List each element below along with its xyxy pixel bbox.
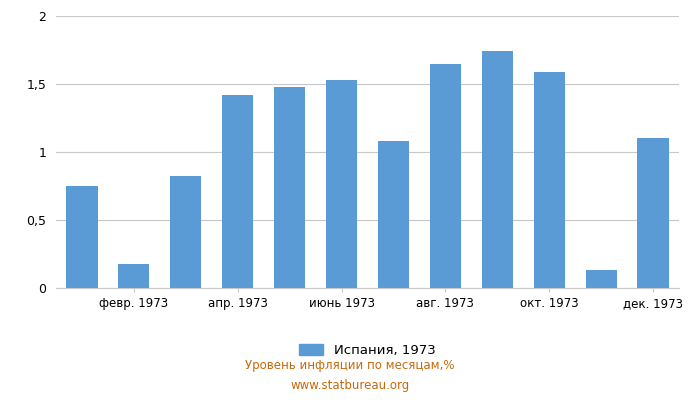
Legend: Испания, 1973: Испания, 1973 [300,344,435,357]
Bar [170,176,202,288]
Bar [430,64,461,288]
Bar [326,80,357,288]
Bar [118,264,150,288]
Bar [638,138,668,288]
Bar [378,141,409,288]
Bar [222,95,253,288]
Bar [66,186,97,288]
Bar [533,72,565,288]
Bar [274,87,305,288]
Bar [482,51,513,288]
Text: www.statbureau.org: www.statbureau.org [290,380,410,392]
Text: Уровень инфляции по месяцам,%: Уровень инфляции по месяцам,% [245,360,455,372]
Bar [585,270,617,288]
